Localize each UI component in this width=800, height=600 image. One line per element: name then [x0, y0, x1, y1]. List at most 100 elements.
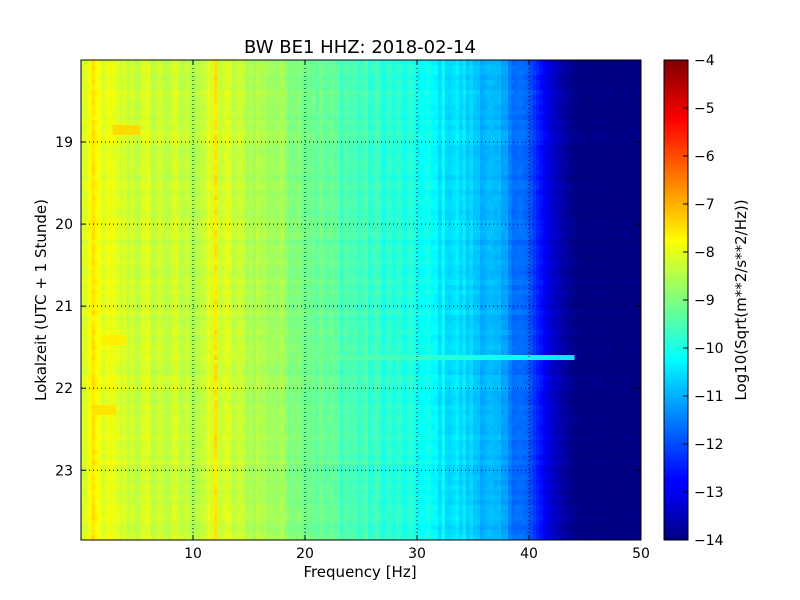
heatmap-cell [189, 70, 194, 76]
heatmap-cell [546, 145, 551, 151]
heatmap-cell [203, 125, 208, 131]
heatmap-cell [322, 105, 327, 111]
heatmap-cell [609, 80, 614, 86]
heatmap-cell [81, 170, 86, 176]
heatmap-cell [483, 70, 488, 76]
heatmap-cell [312, 80, 317, 86]
heatmap-cell [431, 65, 436, 71]
heatmap-cell [567, 160, 572, 166]
heatmap-cell [175, 185, 180, 191]
heatmap-cell [630, 95, 635, 101]
heatmap-cell [606, 145, 611, 151]
heatmap-cell [434, 115, 439, 121]
heatmap-cell [553, 185, 558, 191]
heatmap-cell [616, 85, 621, 91]
heatmap-cell [165, 85, 170, 91]
heatmap-cell [228, 85, 233, 91]
heatmap-cell [634, 175, 639, 181]
heatmap-cell [389, 180, 394, 186]
heatmap-cell [249, 210, 254, 216]
heatmap-cell [224, 105, 229, 111]
heatmap-cell [329, 80, 334, 86]
heatmap-cell [620, 75, 625, 81]
heatmap-cell [284, 200, 289, 206]
heatmap-cell [172, 135, 177, 141]
heatmap-cell [186, 210, 191, 216]
heatmap-cell [228, 90, 233, 96]
heatmap-cell [179, 135, 184, 141]
heatmap-cell [210, 80, 215, 86]
heatmap-cell [357, 180, 362, 186]
heatmap-cell [147, 140, 152, 146]
heatmap-cell [140, 195, 145, 201]
heatmap-cell [413, 175, 418, 181]
heatmap-cell [609, 150, 614, 156]
heatmap-cell [389, 160, 394, 166]
heatmap-cell [319, 140, 324, 146]
heatmap-cell [504, 120, 509, 126]
heatmap-cell [427, 155, 432, 161]
heatmap-cell [140, 80, 145, 86]
heatmap-cell [186, 195, 191, 201]
heatmap-cell [144, 65, 149, 71]
heatmap-cell [350, 85, 355, 91]
heatmap-cell [336, 115, 341, 121]
heatmap-cell [399, 90, 404, 96]
heatmap-cell [329, 155, 334, 161]
heatmap-cell [525, 170, 530, 176]
heatmap-cell [634, 150, 639, 156]
heatmap-cell [298, 65, 303, 71]
heatmap-cell [483, 110, 488, 116]
heatmap-cell [116, 170, 121, 176]
heatmap-cell [560, 105, 565, 111]
heatmap-cell [315, 80, 320, 86]
heatmap-cell [256, 65, 261, 71]
heatmap-cell [203, 195, 208, 201]
heatmap-cell [312, 95, 317, 101]
heatmap-cell [116, 200, 121, 206]
heatmap-cell [602, 130, 607, 136]
heatmap-cell [462, 70, 467, 76]
heatmap-cell [543, 185, 548, 191]
heatmap-cell [445, 170, 450, 176]
heatmap-cell [452, 175, 457, 181]
heatmap-cell [217, 180, 222, 186]
heatmap-cell [595, 130, 600, 136]
heatmap-cell [466, 210, 471, 216]
heatmap-cell [385, 165, 390, 171]
heatmap-cell [284, 90, 289, 96]
heatmap-cell [294, 175, 299, 181]
heatmap-cell [298, 185, 303, 191]
heatmap-cell [95, 180, 100, 186]
heatmap-cell [560, 115, 565, 121]
heatmap-cell [466, 105, 471, 111]
heatmap-cell [273, 105, 278, 111]
heatmap-cell [588, 90, 593, 96]
heatmap-cell [252, 135, 257, 141]
heatmap-cell [501, 140, 506, 146]
heatmap-cell [424, 70, 429, 76]
heatmap-cell [151, 195, 156, 201]
heatmap-cell [319, 205, 324, 211]
heatmap-cell [175, 175, 180, 181]
heatmap-cell [116, 165, 121, 171]
heatmap-cell [529, 120, 534, 126]
heatmap-cell [630, 110, 635, 116]
heatmap-cell [273, 195, 278, 201]
heatmap-cell [305, 185, 310, 191]
heatmap-cell [557, 190, 562, 196]
heatmap-cell [147, 100, 152, 106]
heatmap-cell [501, 110, 506, 116]
heatmap-cell [609, 190, 614, 196]
heatmap-cell [504, 150, 509, 156]
heatmap-cell [599, 200, 604, 206]
heatmap-cell [606, 185, 611, 191]
heatmap-cell [578, 205, 583, 211]
heatmap-cell [329, 160, 334, 166]
heatmap-cell [501, 175, 506, 181]
heatmap-cell [347, 85, 352, 91]
heatmap-cell [319, 115, 324, 121]
heatmap-cell [613, 60, 618, 66]
heatmap-cell [280, 70, 285, 76]
heatmap-cell [266, 115, 271, 121]
